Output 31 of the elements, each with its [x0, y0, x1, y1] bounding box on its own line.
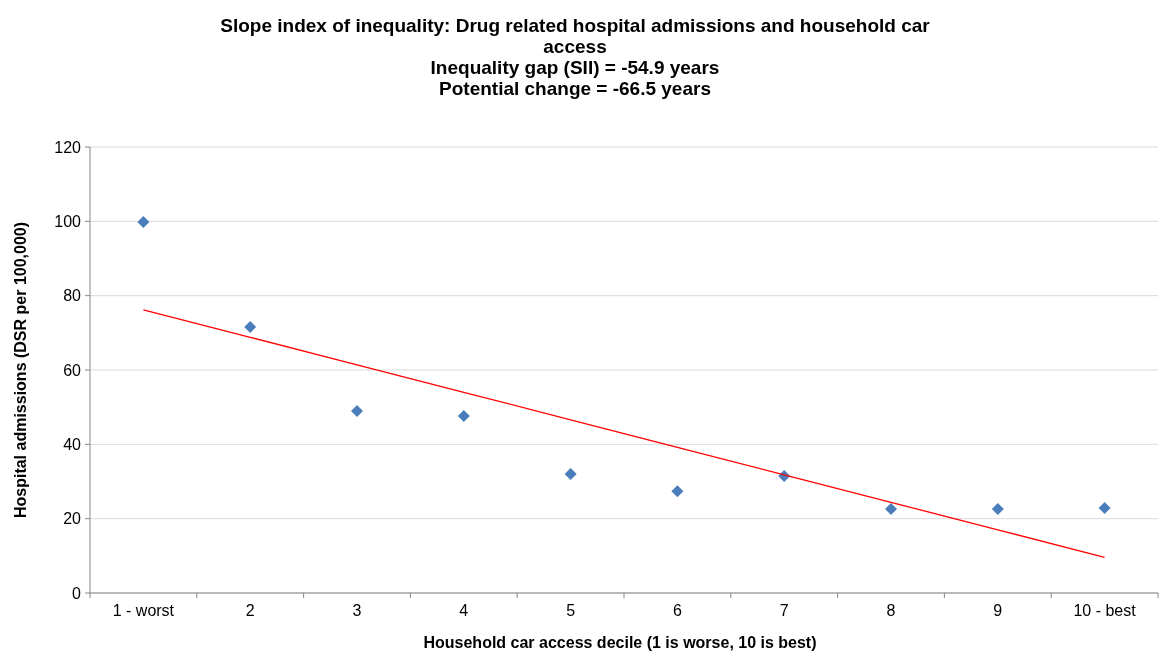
x-tick-label: 9: [993, 602, 1003, 619]
point: [885, 503, 897, 515]
x-tick-label: 8: [886, 602, 896, 619]
y-tick-label: 100: [54, 212, 82, 230]
point: [351, 404, 363, 417]
y-tick-label: 60: [63, 361, 82, 379]
y-axis-title: Hospital admissions (DSR per 100,000): [12, 221, 29, 519]
x-tick-label: 6: [672, 602, 682, 619]
y-tick-label: 20: [63, 510, 82, 528]
x-tick-label: 3: [352, 602, 362, 619]
x-tick-label: 4: [459, 602, 469, 619]
y-tick-label: 120: [54, 138, 82, 156]
point: [671, 485, 684, 498]
y-tick-label: 40: [63, 435, 82, 453]
point: [137, 216, 150, 229]
point: [991, 503, 1004, 515]
x-tick-label: 5: [566, 602, 576, 619]
x-axis-title: Household car access decile (1 is worse, 10 is best): [423, 634, 817, 651]
point: [1098, 501, 1111, 514]
point: [564, 468, 577, 481]
x-tick-label: 2: [245, 602, 255, 619]
line-series: [142, 309, 1106, 558]
chart-subtitle: Inequality gap (SII) = -54.9 years Potential change = -66.5 years: [430, 57, 720, 99]
point: [457, 410, 470, 423]
x-tick-label: 7: [779, 602, 789, 619]
x-tick-label: 1 - worst: [112, 602, 175, 619]
chart-title: Slope index of inequality: Drug related hospital admissions and household car access: [220, 15, 931, 57]
point: [244, 320, 257, 333]
x-tick-label: 10 - best: [1073, 602, 1137, 619]
y-tick-label: 80: [63, 287, 82, 305]
y-tick-label: 0: [72, 584, 82, 602]
